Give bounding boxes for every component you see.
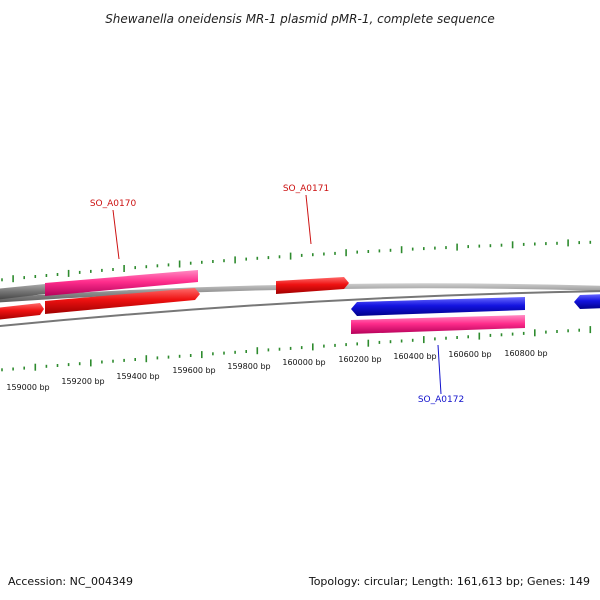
tick-label: 160800 bp — [504, 349, 547, 358]
tick-label: 160200 bp — [338, 355, 381, 364]
gene-label-so-a0171[interactable]: SO_A0171 — [283, 184, 329, 194]
genes — [0, 270, 600, 334]
tick-label: 159600 bp — [172, 366, 215, 375]
gene-blue-reverse-2[interactable] — [574, 294, 600, 309]
gene-pink-forward-1[interactable] — [45, 270, 198, 296]
tick-label: 160000 bp — [282, 358, 325, 367]
tick-label: 159800 bp — [227, 362, 270, 371]
tick-ring-outer — [1, 239, 592, 283]
tick-label: 159200 bp — [61, 377, 104, 386]
tick-ring-inner — [1, 326, 592, 372]
gene-red-forward-2[interactable] — [276, 277, 349, 294]
plasmid-backbone — [0, 283, 600, 303]
callout-line-so-a0172 — [437, 344, 442, 395]
gene-pink-forward-2[interactable] — [351, 315, 525, 334]
topology-summary-text: Topology: circular; Length: 161,613 bp; … — [308, 575, 590, 588]
map-title: Shewanella oneidensis MR-1 plasmid pMR-1… — [105, 12, 495, 26]
tick-labels: 159000 bp 159200 bp 159400 bp 159600 bp … — [6, 349, 547, 392]
gene-label-so-a0172[interactable]: SO_A0172 — [418, 395, 464, 405]
callout-line-so-a0171 — [305, 194, 312, 245]
tick-label: 159000 bp — [6, 383, 49, 392]
gene-red-reverse-1[interactable] — [0, 303, 44, 320]
gene-red-forward-1[interactable] — [45, 288, 200, 314]
tick-label: 160600 bp — [448, 350, 491, 359]
gene-label-so-a0170[interactable]: SO_A0170 — [90, 199, 137, 209]
tick-label: 159400 bp — [116, 372, 159, 381]
gene-blue-reverse-1[interactable] — [351, 297, 525, 316]
gene-labels: SO_A0170 SO_A0171 SO_A0172 — [90, 184, 464, 405]
accession-text: Accession: NC_004349 — [8, 575, 133, 588]
callout-line-so-a0170 — [112, 209, 120, 260]
tick-label: 160400 bp — [393, 352, 436, 361]
gene-gray-forward[interactable] — [0, 284, 45, 300]
